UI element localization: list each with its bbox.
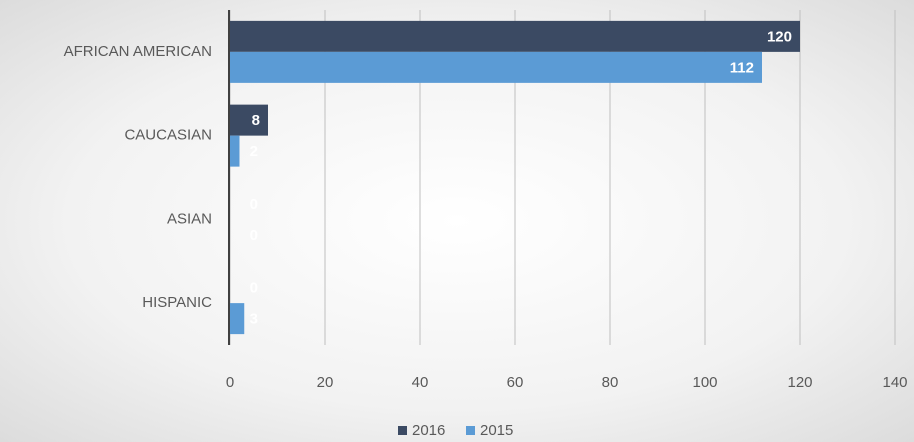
y-tick-label: AFRICAN AMERICAN: [64, 43, 212, 60]
data-label: 0: [250, 280, 258, 297]
x-tick-label: 40: [412, 374, 429, 391]
data-label: 0: [250, 196, 258, 213]
x-tick-label: 120: [787, 374, 812, 391]
y-tick-label: ASIAN: [167, 210, 212, 227]
data-label: 0: [250, 227, 258, 244]
x-tick-label: 140: [882, 374, 907, 391]
x-tick-label: 100: [692, 374, 717, 391]
x-tick-label: 0: [226, 374, 234, 391]
legend-label: 2016: [412, 422, 445, 439]
legend-swatch: [398, 426, 407, 435]
bar: [230, 104, 268, 136]
bar: [230, 20, 800, 52]
y-tick-label: CAUCASIAN: [124, 127, 212, 144]
data-label: 3: [250, 311, 258, 328]
legend-swatch: [466, 426, 475, 435]
y-tick-label: HISPANIC: [142, 294, 212, 311]
data-label: 8: [252, 112, 260, 129]
bar: [230, 51, 762, 83]
data-label: 120: [767, 28, 792, 45]
x-tick-label: 60: [507, 374, 524, 391]
data-label: 112: [730, 59, 754, 76]
data-label: 2: [250, 143, 258, 160]
legend-label: 2015: [480, 422, 513, 439]
bar: [230, 303, 245, 335]
x-tick-label: 80: [602, 374, 619, 391]
bar: [230, 135, 240, 167]
x-tick-label: 20: [317, 374, 334, 391]
